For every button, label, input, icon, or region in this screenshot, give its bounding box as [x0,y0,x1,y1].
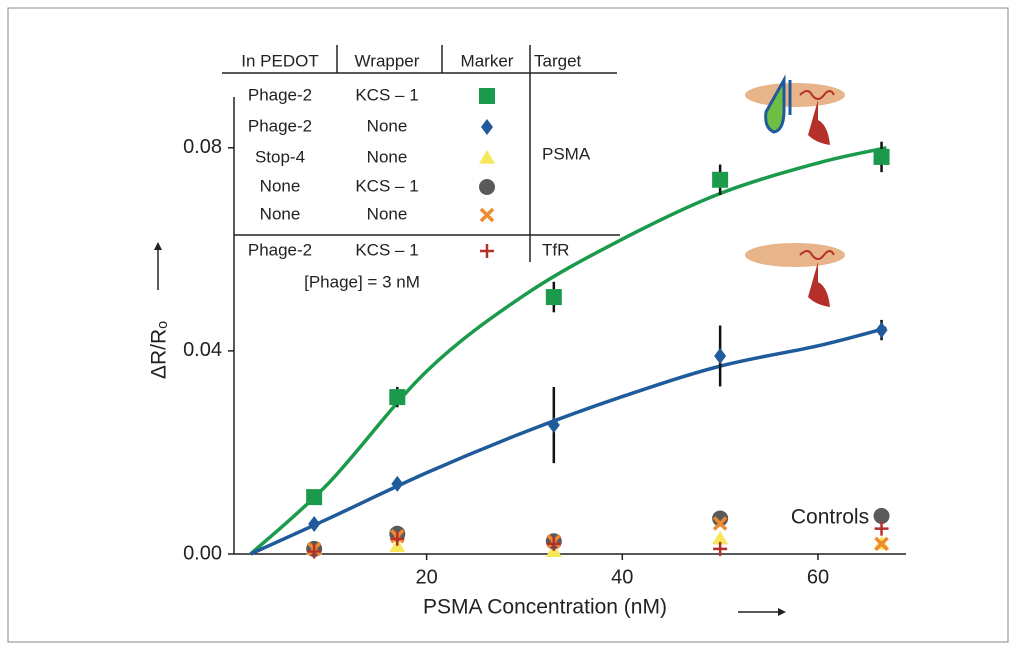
table-header: Target [534,51,582,70]
table-cell: None [367,116,408,135]
data-point [308,516,320,532]
table-cell: None [260,176,301,195]
y-arrow-head [154,242,162,250]
table-cell: None [367,147,408,166]
y-tick-label: 0.08 [183,136,222,158]
table-cell: Phage-2 [248,240,312,259]
chart: PSMA Concentration (nM) ΔR/Rₒ [Phage] = … [0,0,1016,650]
data-point [876,322,888,338]
x-tick-label: 40 [611,566,633,588]
data-point [874,508,890,524]
data-point [874,149,890,165]
table-target: PSMA [542,144,591,163]
legend-marker [479,88,495,104]
data-point [546,289,562,305]
x-arrow-head [778,608,786,616]
x-tick-label: 60 [807,566,829,588]
annotation: [Phage] = 3 nM [304,272,420,291]
annotation: Controls [791,506,869,529]
y-axis-label: ΔR/Rₒ [148,321,171,379]
table-cell: None [367,204,408,223]
table-header: In PEDOT [241,51,318,70]
table-cell: KCS – 1 [355,240,418,259]
data-point [712,172,728,188]
table-header: Wrapper [355,51,420,70]
legend-marker [479,179,495,195]
table-cell: None [260,204,301,223]
y-tick-label: 0.04 [183,339,222,361]
data-point [714,348,726,364]
legend-marker [480,244,494,258]
legend-marker [481,119,493,135]
x-axis-label: PSMA Concentration (nM) [423,596,667,619]
legend-marker [479,150,495,164]
data-point [875,522,889,536]
y-tick-label: 0.00 [183,542,222,564]
table-cell: Phage-2 [248,85,312,104]
table-cell: Phage-2 [248,116,312,135]
table-cell: Stop-4 [255,147,305,166]
table-cell: KCS – 1 [355,85,418,104]
table-target: TfR [542,240,569,259]
data-point [306,489,322,505]
table-cell: KCS – 1 [355,176,418,195]
table-header: Marker [461,51,514,70]
data-point [389,389,405,405]
x-tick-label: 20 [416,566,438,588]
cartoon-icons [745,80,845,307]
legend-marker [481,209,493,221]
